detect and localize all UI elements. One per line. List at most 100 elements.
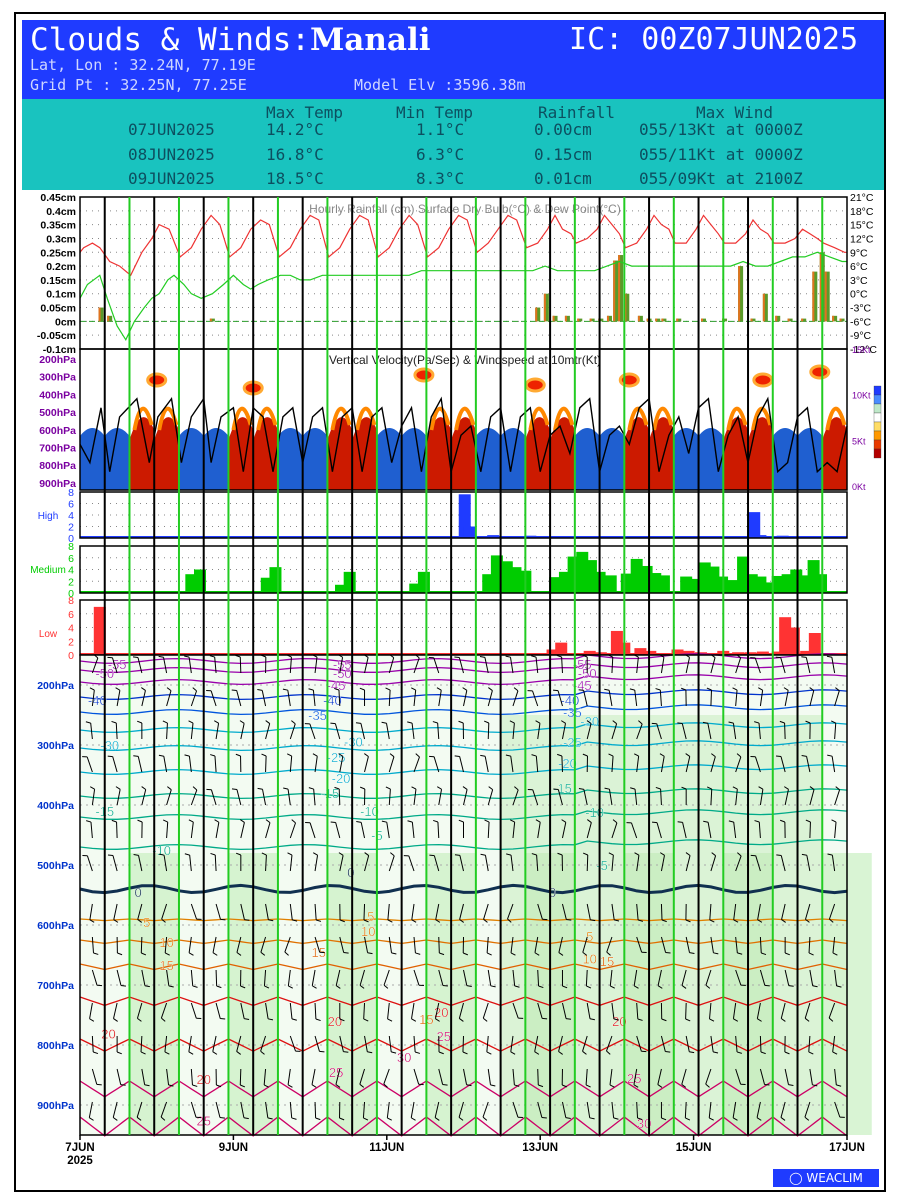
model-elevation-label: Model Elv :3596.38m	[354, 76, 526, 94]
wind-barb-flag	[466, 1084, 472, 1087]
rain-bar	[98, 307, 104, 322]
wind-barb	[240, 723, 245, 740]
wind-barb	[287, 690, 291, 707]
cloud-tick-label: 2	[68, 576, 74, 588]
wind-barb-flag	[541, 1116, 547, 1119]
wind-barb	[483, 903, 489, 920]
wind-barb	[166, 822, 169, 839]
level-tick-label: 600hPa	[39, 425, 76, 437]
wind-barb	[289, 1035, 296, 1052]
wind-barb	[309, 723, 316, 740]
wind-barb	[265, 1002, 269, 1019]
wind-barb-flag	[657, 1084, 663, 1088]
wind-barb	[91, 936, 94, 953]
wind-barb-flag	[484, 819, 490, 823]
wind-barb	[413, 969, 420, 986]
wind-barb	[636, 1002, 639, 1019]
wind-barb-flag	[160, 1116, 166, 1121]
wind-barb-flag	[141, 952, 147, 956]
wind-barb-flag	[608, 753, 614, 757]
wind-barb	[512, 1101, 519, 1118]
wind-barb-flag	[832, 952, 838, 956]
rain-bar	[598, 318, 604, 322]
wind-barb-flag	[612, 720, 617, 725]
downdraft-fill	[574, 428, 600, 490]
wind-barb-flag	[437, 786, 442, 790]
wind-barb-flag	[188, 720, 194, 724]
wind-barb-flag	[381, 721, 387, 724]
wind-barb	[141, 1068, 146, 1085]
wind-barb-flag	[634, 852, 640, 856]
wind-barb	[364, 1035, 368, 1052]
wind-barb-flag	[442, 1084, 448, 1086]
wind-barb-flag	[586, 985, 592, 989]
wind-barb-flag	[657, 985, 663, 989]
rain-bar-shade	[801, 318, 804, 322]
updraft-fill	[129, 417, 155, 490]
wind-barb-flag	[283, 787, 289, 790]
wind-barb-flag	[613, 1018, 619, 1021]
wind-barb-flag	[609, 1084, 615, 1088]
windspeed-line	[79, 396, 848, 474]
wind-barb-flag	[432, 721, 438, 724]
wind-barb	[636, 1035, 642, 1052]
wind-barb	[313, 789, 316, 806]
wind-barb	[136, 1002, 143, 1019]
wind-tick-label: 10Kt	[852, 391, 871, 401]
cloud-bar	[670, 536, 683, 538]
wind-barb	[537, 1101, 543, 1118]
wind-barb-flag	[167, 786, 172, 791]
rain-bar	[543, 293, 549, 322]
wind-barb-flag	[308, 688, 314, 691]
wind-barb	[438, 1068, 444, 1085]
wind-barb	[364, 756, 369, 773]
wind-barb	[636, 936, 643, 953]
wind-barb-flag	[214, 819, 220, 823]
rain-bar-shade	[618, 255, 621, 322]
wind-barb	[486, 936, 489, 953]
col-header-rainfall: Rainfall	[538, 103, 616, 122]
wind-barb	[582, 936, 588, 953]
rain-bar	[552, 315, 558, 322]
wind-barb-flag	[244, 1018, 250, 1020]
wind-barb-flag	[561, 720, 566, 724]
wind-barb-flag	[235, 852, 242, 856]
wind-barb-flag	[775, 755, 782, 758]
rain-bar	[613, 260, 619, 322]
wind-barb-flag	[120, 985, 127, 987]
wind-barb	[260, 936, 267, 953]
wind-barb-flag	[784, 786, 789, 790]
wind-barb	[735, 855, 742, 872]
rain-bar-shade	[762, 293, 765, 322]
cloud-bar	[680, 576, 693, 593]
cloud-tick-label: 4	[68, 623, 74, 635]
wind-barb	[512, 789, 519, 806]
wind-barb-flag	[188, 819, 194, 823]
wind-barb	[759, 936, 762, 954]
rain-bar-shade	[824, 271, 827, 322]
wind-barb-flag	[561, 1084, 568, 1088]
wind-barb-flag	[116, 1051, 122, 1055]
wind-barb-flag	[257, 787, 263, 790]
wind-barb	[140, 1035, 143, 1053]
wind-barb-flag	[736, 753, 742, 758]
wind-barb	[611, 855, 614, 872]
updraft-fill	[451, 417, 476, 490]
wind-barb-flag	[561, 819, 567, 823]
wind-barb	[631, 822, 638, 839]
wind-barb	[685, 855, 691, 872]
wind-barb	[834, 822, 837, 839]
cloud-bar	[343, 571, 356, 593]
wind-barb	[388, 789, 391, 806]
wind-barb-flag	[435, 1018, 440, 1022]
wind-barb	[685, 1035, 690, 1052]
downdraft-fill	[277, 428, 303, 490]
wind-barb	[735, 1068, 742, 1085]
cloud-tick-label: 0	[68, 588, 74, 600]
wind-barb-flag	[164, 952, 170, 956]
wind-barb-flag	[89, 919, 95, 923]
section-tick-label: 200hPa	[37, 680, 74, 692]
wind-barb	[806, 756, 811, 773]
wind-barb-flag	[801, 853, 807, 856]
wind-barb	[707, 723, 712, 740]
